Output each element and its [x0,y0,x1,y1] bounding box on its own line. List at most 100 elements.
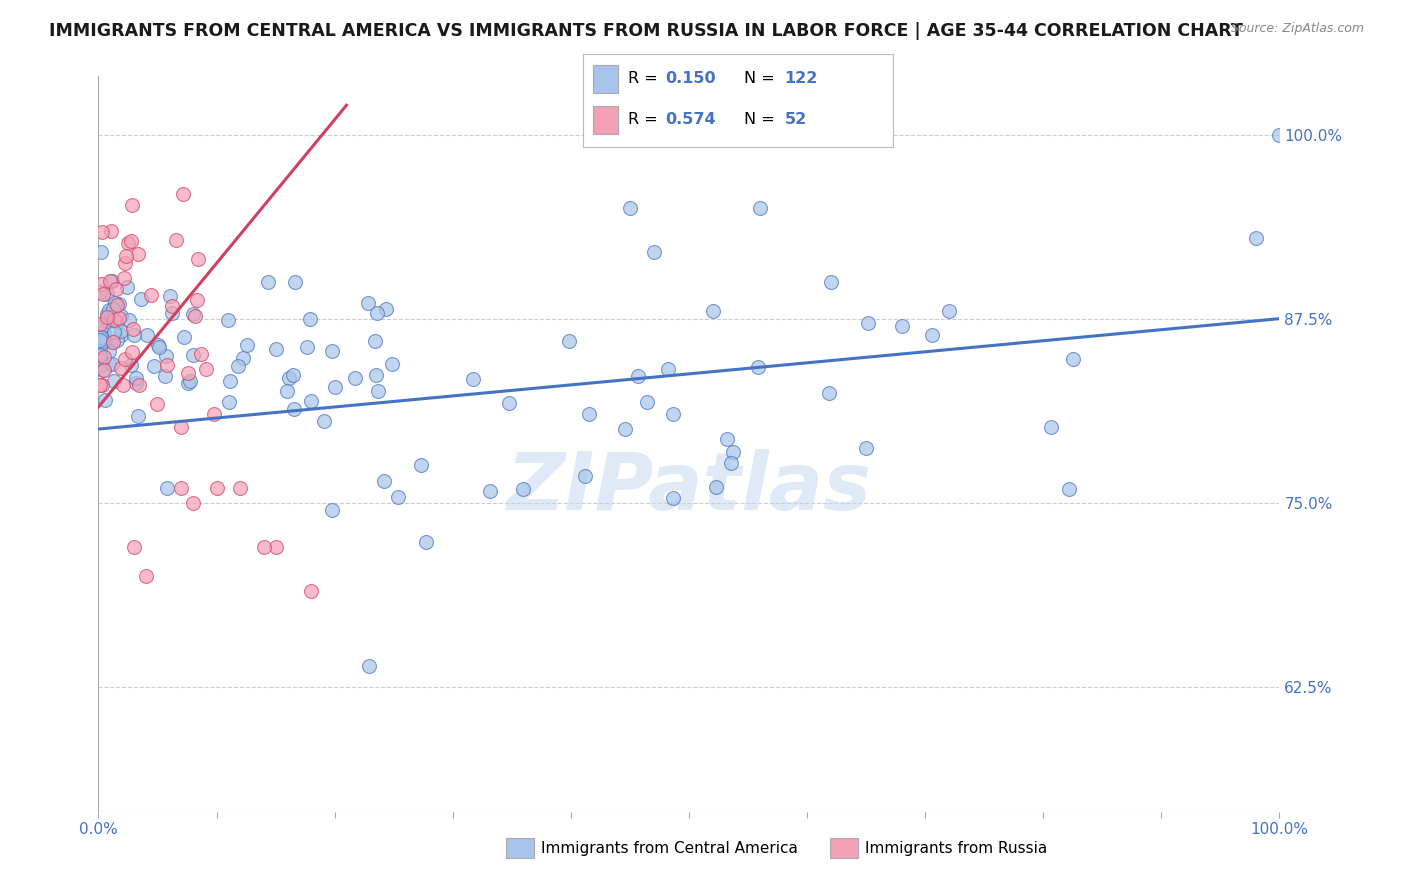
Point [299,584,322,599]
Point [107,298,129,312]
Point [226,359,249,374]
Point [115,279,138,293]
Point [278,371,301,385]
Point [820,275,842,289]
Point [716,432,738,446]
Text: ZIPatlas: ZIPatlas [506,449,872,527]
Point [122,540,145,554]
Point [295,340,318,354]
Point [235,337,257,351]
Text: Source: ZipAtlas.com: Source: ZipAtlas.com [1230,22,1364,36]
Point [194,361,217,376]
Point [89,348,111,362]
Point [94,333,117,347]
Point [148,340,170,354]
Point [91,287,114,301]
Point [415,535,437,549]
Point [181,307,204,321]
Point [120,359,142,373]
Point [145,397,167,411]
Point [105,333,128,347]
Point [574,469,596,483]
Point [165,233,187,247]
Point [98,357,121,371]
Point [89,333,111,347]
Point [120,235,142,249]
Point [89,341,111,355]
Point [105,282,128,296]
Point [343,371,366,385]
Point [636,395,658,409]
Point [217,313,239,327]
Point [356,296,378,310]
Point [127,409,149,423]
Point [101,335,124,350]
Point [105,315,128,329]
Text: N =: N = [744,70,780,86]
Text: R =: R = [628,112,664,127]
Point [662,491,685,506]
Text: 122: 122 [785,70,818,86]
Point [257,275,280,289]
Point [90,330,112,344]
Point [103,313,125,327]
Point [720,456,742,470]
Point [299,394,322,409]
Point [135,569,157,583]
Bar [593,65,617,93]
Point [91,363,114,377]
Point [121,198,143,212]
Point [855,441,877,455]
Point [97,314,120,328]
Point [1040,419,1063,434]
Point [101,274,124,288]
Text: 0.574: 0.574 [665,112,716,127]
Point [101,357,124,371]
Point [202,407,225,421]
Point [890,319,912,334]
Point [108,297,131,311]
Point [156,481,179,495]
Point [173,330,195,344]
Point [661,407,683,421]
Point [117,235,139,250]
Point [479,484,502,499]
Point [96,310,118,324]
Point [115,249,138,263]
Point [578,407,600,421]
Point [108,311,131,326]
Point [93,326,115,341]
Point [103,374,125,388]
Point [373,475,395,489]
Point [98,343,121,358]
Point [921,327,943,342]
Point [643,245,665,260]
Point [702,304,724,318]
Point [229,481,252,495]
Point [323,380,346,394]
Point [366,306,388,320]
Point [264,342,287,356]
Point [205,481,228,495]
Point [89,317,111,331]
Point [299,312,322,326]
Point [170,420,193,434]
Point [187,252,209,266]
Point [181,348,204,362]
Text: 52: 52 [785,112,807,127]
Point [461,372,484,386]
Point [721,444,744,458]
Point [90,245,112,260]
Point [110,309,132,323]
Point [381,358,404,372]
Point [704,480,727,494]
Point [1062,352,1084,367]
Point [657,361,679,376]
Point [179,374,201,388]
Point [281,368,304,382]
Point [314,414,336,428]
Point [160,306,183,320]
Point [387,490,409,504]
Point [127,246,149,260]
Bar [593,106,617,134]
